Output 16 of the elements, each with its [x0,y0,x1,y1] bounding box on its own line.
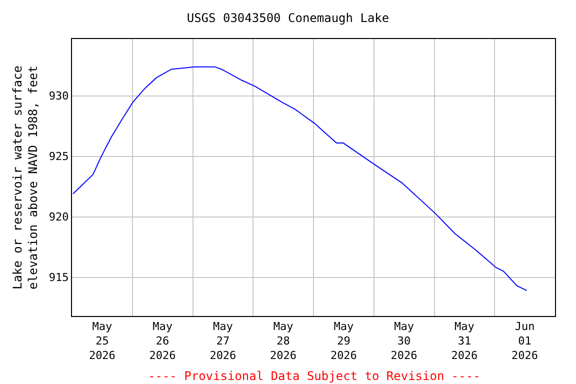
x-tick-label: May 25 2026 [88,320,116,362]
x-tick-label: May 30 2026 [390,320,418,362]
x-tick-label: Jun 01 2026 [512,320,538,362]
x-tick-label: May 26 2026 [149,320,176,362]
y-tick-label: 925 [48,150,69,164]
y-tick-label: 930 [48,90,69,103]
x-tick-label: May 29 2026 [330,320,357,362]
chart-title: USGS 03043500 Conemaugh Lake [186,10,390,25]
line-series [72,66,528,292]
x-tick-label: May 31 2026 [451,320,478,362]
x-tick-label: May 27 2026 [210,320,236,362]
x-tick-label: May 28 2026 [270,320,297,362]
y-tick-label: 915 [48,271,69,284]
y-axis-title: Lake or reservoir water surface elevation above NAVD 1988, feet [10,66,40,290]
y-tick-label: 920 [48,210,69,224]
text: ---- Provisional Data Subject to Revision ---- [148,369,480,383]
